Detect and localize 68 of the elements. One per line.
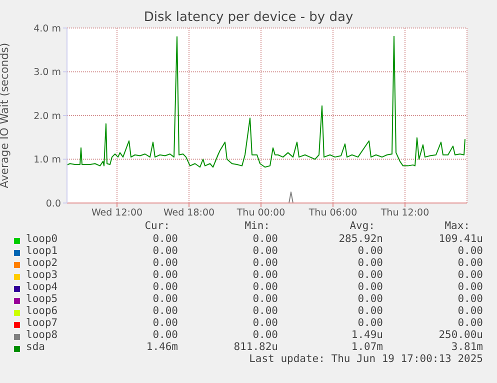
legend-label: sda [26, 341, 45, 353]
text: 0.00 [458, 317, 483, 329]
text: 285.92n [338, 233, 383, 245]
text: 0.00 [252, 329, 278, 341]
text: 0.00 [252, 317, 278, 329]
text: 250.00u [438, 329, 483, 341]
text: 0.00 [152, 269, 178, 281]
y-tick-label: 2.0 m [34, 110, 61, 122]
y-axis-title: Average IO Wait (seconds) [0, 42, 11, 188]
x-tick-label: Wed 18:00 [163, 208, 215, 219]
text: 0.00 [152, 257, 178, 269]
text: 0.00 [152, 245, 178, 257]
text: 0.00 [458, 269, 483, 281]
text: 3.81m [451, 341, 483, 353]
legend-label: loop6 [26, 305, 58, 317]
text: 0.00 [458, 257, 483, 269]
text: 0.00 [152, 317, 178, 329]
text: 0.00 [358, 269, 383, 281]
text: 0.00 [358, 245, 383, 257]
text: 1.49u [351, 329, 383, 341]
y-tick-label: 3.0 m [34, 67, 61, 78]
text: 0.00 [252, 305, 278, 317]
text: 0.00 [152, 305, 178, 317]
legend-label: loop1 [26, 245, 58, 257]
text: 0.00 [252, 245, 278, 257]
text: 0.00 [152, 329, 178, 341]
legend-label: loop3 [26, 269, 58, 281]
text: 1.07m [351, 341, 383, 353]
x-tick-label: Wed 12:00 [91, 208, 143, 219]
text: Avg: [350, 220, 375, 232]
text: 0.00 [458, 245, 483, 257]
text: 0.00 [252, 257, 278, 269]
text: Min: [244, 220, 270, 232]
text: 0.00 [458, 293, 483, 305]
x-tick-label: Thu 12:00 [380, 208, 430, 219]
text: 0.00 [458, 281, 483, 293]
legend-label: loop4 [26, 281, 58, 293]
text: 0.00 [252, 281, 278, 293]
legend-label: loop2 [26, 257, 58, 269]
legend-label: loop5 [26, 293, 58, 305]
text: 109.41u [438, 233, 483, 245]
text: Cur: [144, 220, 170, 232]
text: 0.00 [152, 293, 178, 305]
legend-label: loop0 [26, 233, 58, 245]
text: 0.00 [358, 281, 383, 293]
text: 0.00 [152, 233, 178, 245]
legend-label: loop7 [26, 317, 58, 329]
text: 0.00 [152, 281, 178, 293]
text: Max: [444, 220, 470, 232]
text: 0.00 [358, 293, 383, 305]
text: 0.00 [358, 317, 383, 329]
y-tick-label: 4.0 m [34, 23, 61, 34]
text: 0.00 [252, 233, 278, 245]
x-tick-label: Thu 00:00 [236, 208, 286, 219]
text: 1.46m [146, 341, 178, 353]
y-tick-label: 0.0 [46, 198, 61, 210]
text: 0.00 [252, 293, 278, 305]
text: 0.00 [358, 257, 383, 269]
x-tick-label: Thu 06:00 [308, 208, 358, 219]
line-series [67, 36, 466, 168]
text: 0.00 [358, 305, 383, 317]
text: Last update: Thu Jun 19 17:00:13 2025 [249, 353, 483, 365]
legend-label: loop8 [26, 329, 58, 341]
chart-title: Disk latency per device - by day [142, 10, 354, 25]
text: 811.82u [234, 341, 278, 353]
text: 0.00 [458, 305, 483, 317]
y-tick-label: 1.0 m [34, 154, 61, 166]
text: 0.00 [252, 269, 278, 281]
